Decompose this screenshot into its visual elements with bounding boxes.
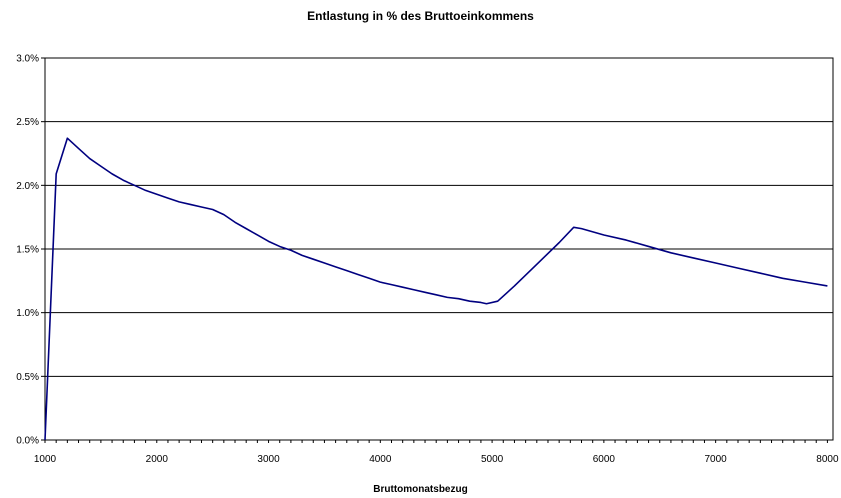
y-tick-label: 0.0% [16,436,39,447]
y-tick-label: 1.0% [16,308,39,319]
x-tick-label: 3000 [257,454,280,465]
y-tick-label: 2.5% [16,117,39,128]
grid-lines [45,57,833,441]
x-tick-label: 4000 [369,454,392,465]
y-tick-label: 2.0% [16,181,39,192]
y-tick-label: 3.0% [16,54,39,65]
x-tick-label: 7000 [705,454,728,465]
chart-title: Entlastung in % des Bruttoeinkommens [307,9,534,23]
x-tick-label: 8000 [816,454,839,465]
series-line [44,137,828,441]
x-axis-label: Bruttomonatsbezug [373,484,468,495]
x-tick-label: 2000 [146,454,169,465]
x-tick-label: 1000 [34,454,57,465]
x-tick-label: 6000 [593,454,616,465]
axes: 0.0% 0.5% 1.0% 1.5% 2.0% 2.5% 3.0% 1000 2000 3000… [16,54,839,466]
series-layer [44,137,828,441]
y-tick-label: 0.5% [16,372,39,383]
x-tick-label: 5000 [481,454,504,465]
y-tick-label: 1.5% [16,245,39,256]
